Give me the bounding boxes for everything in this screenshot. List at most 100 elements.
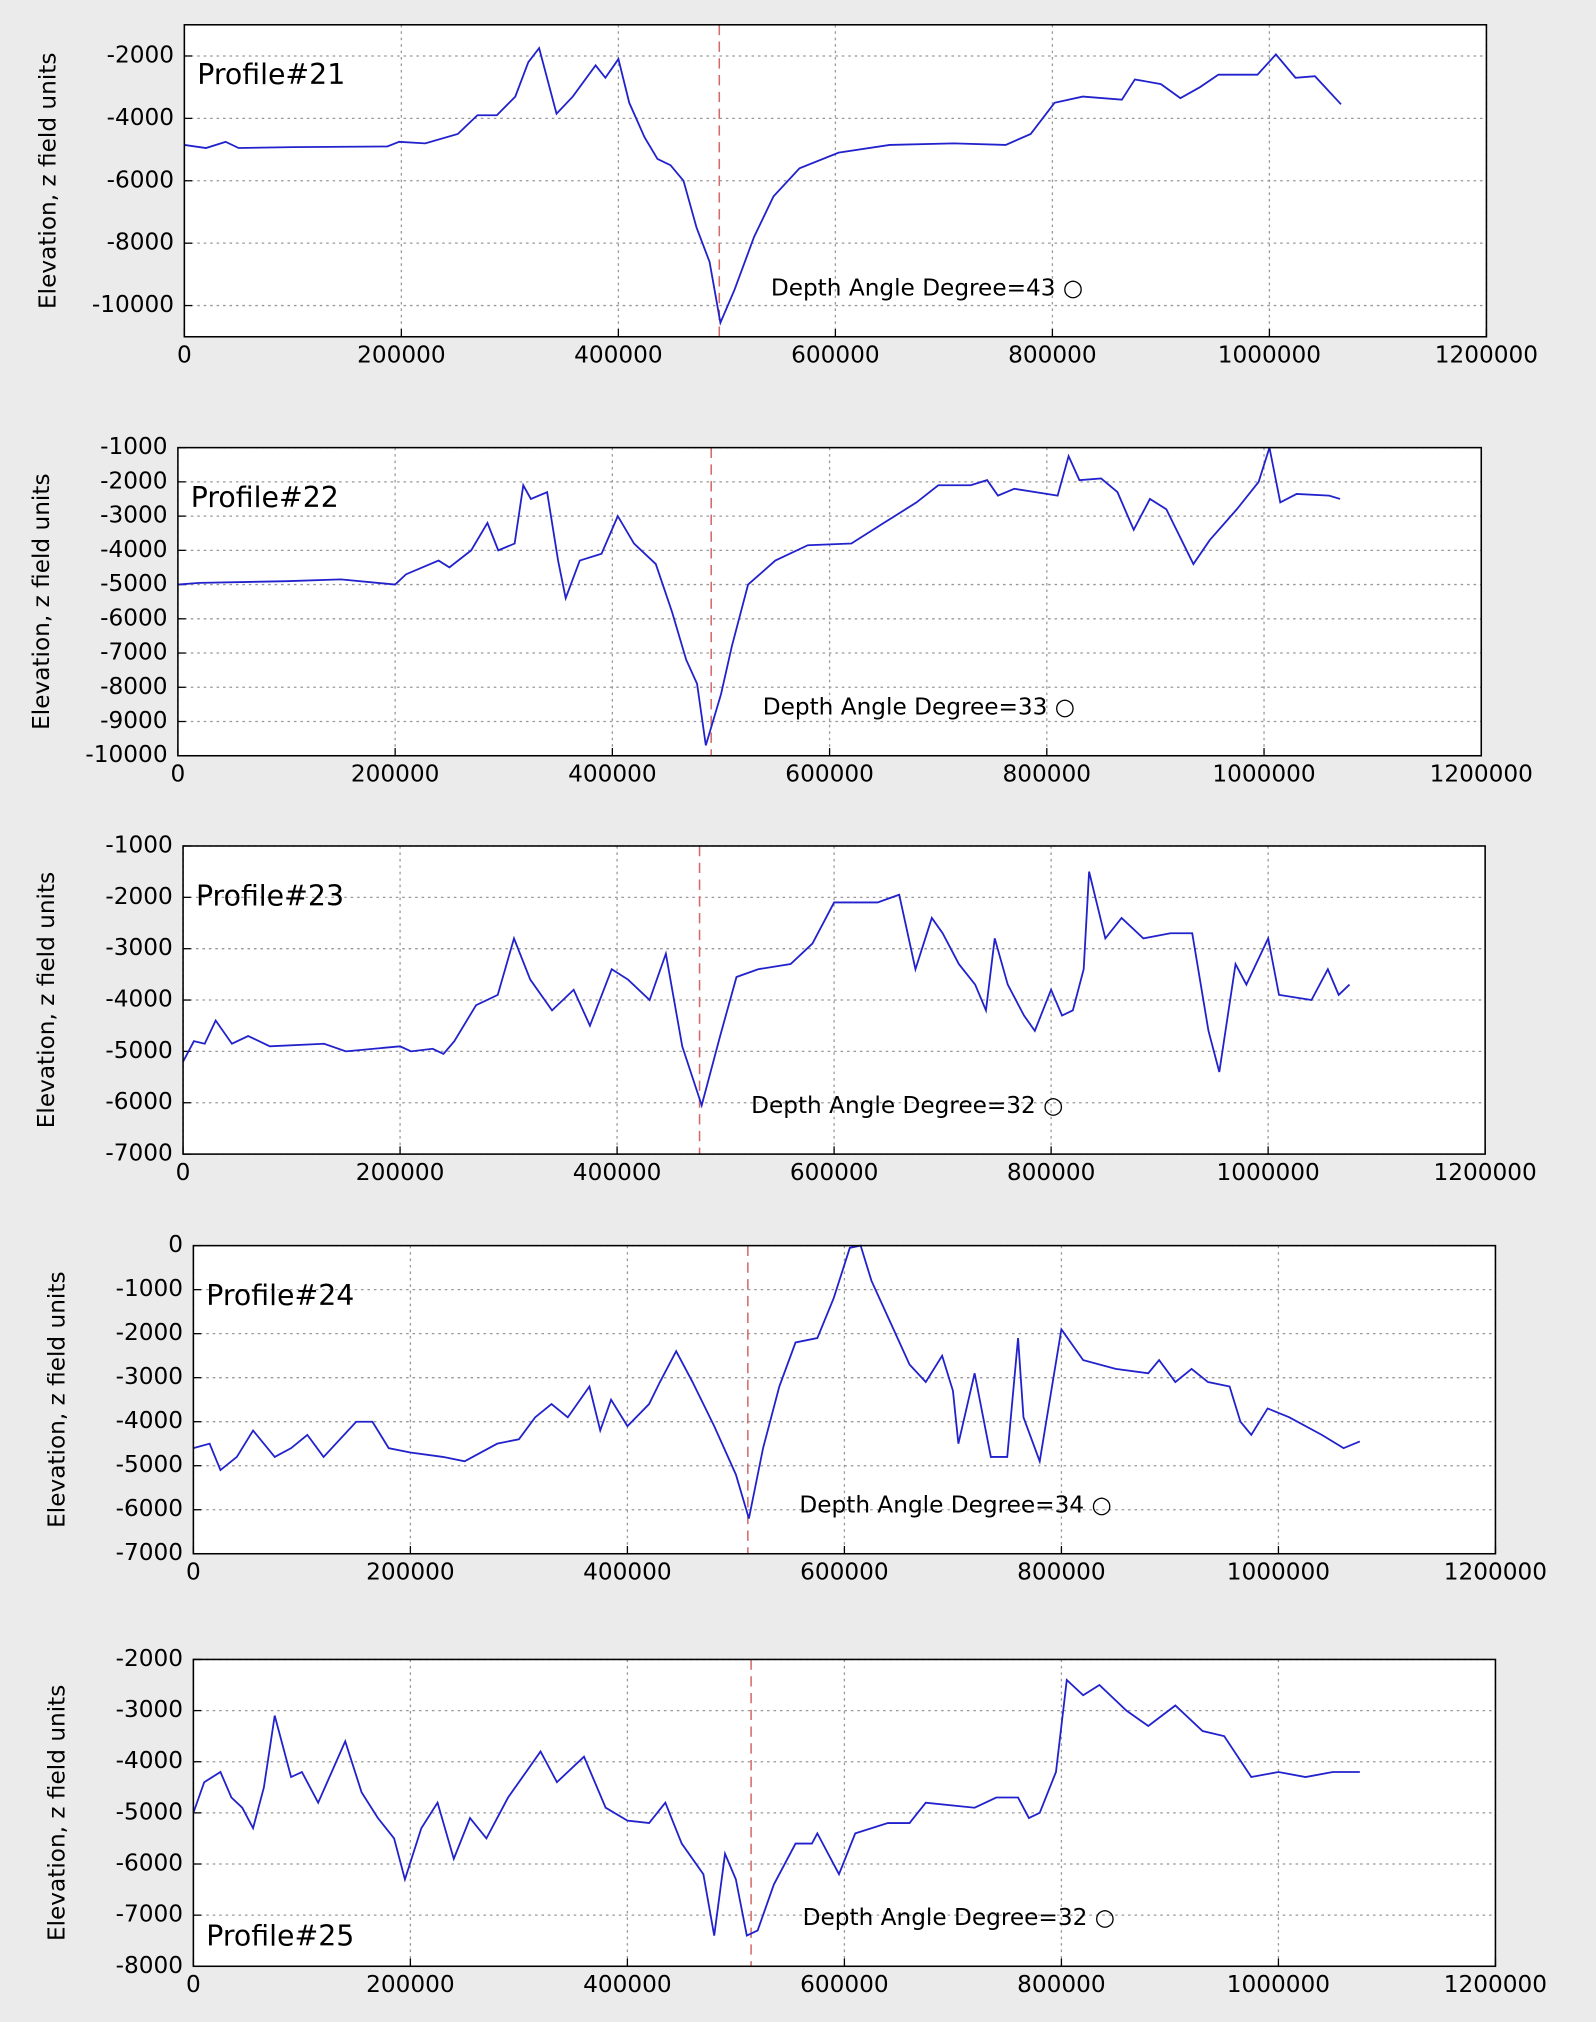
x-tick-label: 0 <box>171 761 186 788</box>
y-tick-label: -7000 <box>116 1539 183 1566</box>
y-tick-label: -7000 <box>105 1140 172 1167</box>
y-tick-label: -6000 <box>116 1850 183 1877</box>
y-tick-label: -10000 <box>92 291 174 318</box>
x-tick-label: 400000 <box>583 1971 672 1998</box>
y-tick-label: -8000 <box>100 673 167 700</box>
depth-annotation: Depth Angle Degree=33 ○ <box>763 693 1075 720</box>
x-tick-label: 1000000 <box>1227 1971 1330 1998</box>
y-tick-label: -2000 <box>100 467 167 494</box>
x-tick-label: 0 <box>186 1971 201 1998</box>
x-tick-label: 600000 <box>791 342 880 369</box>
depth-annotation: Depth Angle Degree=34 ○ <box>799 1491 1111 1518</box>
y-tick-label: -1000 <box>116 1275 183 1302</box>
profile-line <box>193 1244 1361 1519</box>
x-tick-label: 200000 <box>356 1159 445 1186</box>
plot-frame <box>182 845 1486 1155</box>
y-tick-label: -3000 <box>116 1363 183 1390</box>
profile-label: Profile#21 <box>197 58 345 91</box>
y-axis-label: Elevation, z field units <box>34 53 61 309</box>
x-tick-label: 600000 <box>790 1159 879 1186</box>
x-tick-label: 200000 <box>366 1559 455 1586</box>
y-tick-label: -4000 <box>105 986 172 1013</box>
x-tick-label: 800000 <box>1017 1559 1106 1586</box>
x-tick-label: 800000 <box>1008 342 1097 369</box>
y-tick-label: -4000 <box>116 1407 183 1434</box>
y-axis-label: Elevation, z field units <box>28 473 55 729</box>
profile-label: Profile#23 <box>196 879 344 912</box>
x-tick-label: 400000 <box>574 342 663 369</box>
subplot: 0 200000 400000 600000 800000 1000000 1200000 -… <box>28 433 1533 787</box>
y-tick-label: -5000 <box>116 1798 183 1825</box>
x-tick-label: 1200000 <box>1444 1971 1547 1998</box>
x-tick-label: 1000000 <box>1218 342 1321 369</box>
subplot: 0 200000 400000 600000 800000 1000000 1200000 -… <box>33 831 1537 1185</box>
profile-label: Profile#22 <box>191 481 339 514</box>
y-tick-label: 0 <box>168 1231 183 1258</box>
x-tick-label: 0 <box>177 342 192 369</box>
y-tick-label: -4000 <box>116 1747 183 1774</box>
x-tick-label: 1200000 <box>1430 761 1533 788</box>
y-tick-label: -4000 <box>100 536 167 563</box>
profile-label: Profile#25 <box>206 1920 354 1953</box>
y-tick-label: -8000 <box>107 229 174 256</box>
plot-frame <box>183 24 1488 338</box>
y-tick-label: -3000 <box>116 1696 183 1723</box>
y-axis-label: Elevation, z field units <box>43 1271 70 1527</box>
y-tick-label: -6000 <box>116 1495 183 1522</box>
plot-area <box>177 447 1482 756</box>
x-tick-label: 1000000 <box>1227 1559 1330 1586</box>
profile-line <box>182 871 1351 1109</box>
x-tick-label: 400000 <box>583 1559 672 1586</box>
x-tick-label: 600000 <box>800 1559 889 1586</box>
y-tick-label: -2000 <box>116 1645 183 1672</box>
x-tick-label: 1200000 <box>1435 342 1538 369</box>
y-tick-label: -2000 <box>105 883 172 910</box>
x-tick-label: 400000 <box>568 761 657 788</box>
depth-annotation: Depth Angle Degree=43 ○ <box>771 275 1083 302</box>
y-axis-label: Elevation, z field units <box>33 872 60 1128</box>
y-tick-label: -5000 <box>105 1037 172 1064</box>
x-tick-label: 0 <box>176 1159 191 1186</box>
profile-line <box>184 46 1342 326</box>
y-tick-label: -6000 <box>100 604 167 631</box>
y-tick-label: -1000 <box>105 831 172 858</box>
y-tick-label: -4000 <box>107 104 174 131</box>
plot-frame <box>177 446 1483 757</box>
y-tick-label: -6000 <box>105 1088 172 1115</box>
y-tick-label: -3000 <box>105 934 172 961</box>
x-tick-label: 800000 <box>1017 1971 1106 1998</box>
x-tick-label: 200000 <box>351 761 440 788</box>
y-tick-label: -7000 <box>100 639 167 666</box>
y-tick-label: -1000 <box>100 433 167 460</box>
y-tick-label: -5000 <box>116 1451 183 1478</box>
y-tick-label: -8000 <box>116 1952 183 1979</box>
subplot: 0 200000 400000 600000 800000 1000000 1200000 -… <box>43 1645 1547 1998</box>
profile-line <box>177 447 1341 746</box>
x-tick-label: 200000 <box>357 342 446 369</box>
y-axis-label: Elevation, z field units <box>43 1685 70 1941</box>
y-tick-label: -3000 <box>100 502 167 529</box>
x-tick-label: 400000 <box>573 1159 662 1186</box>
x-tick-label: 1200000 <box>1444 1559 1547 1586</box>
x-tick-label: 1200000 <box>1433 1159 1536 1186</box>
x-tick-label: 0 <box>186 1559 201 1586</box>
y-tick-label: -5000 <box>100 570 167 597</box>
y-tick-label: -2000 <box>107 41 174 68</box>
plot-frame <box>192 1658 1497 1968</box>
depth-annotation: Depth Angle Degree=32 ○ <box>751 1092 1063 1119</box>
y-tick-label: -9000 <box>100 707 167 734</box>
depth-annotation: Depth Angle Degree=32 ○ <box>803 1904 1115 1931</box>
subplot: 0 200000 400000 600000 800000 1000000 1200000 -… <box>43 1231 1547 1585</box>
x-tick-label: 800000 <box>1007 1159 1096 1186</box>
x-tick-label: 1000000 <box>1216 1159 1319 1186</box>
x-tick-label: 600000 <box>800 1971 889 1998</box>
x-tick-label: 800000 <box>1003 761 1092 788</box>
profile-line <box>192 1678 1360 1937</box>
y-tick-label: -2000 <box>116 1319 183 1346</box>
y-tick-label: -10000 <box>85 741 167 768</box>
x-tick-label: 1000000 <box>1212 761 1315 788</box>
x-tick-label: 200000 <box>366 1971 455 1998</box>
profile-label: Profile#24 <box>206 1279 354 1312</box>
